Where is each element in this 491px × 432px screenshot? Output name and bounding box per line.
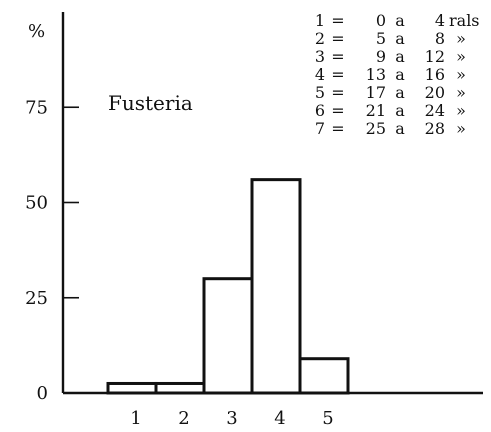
legend-eq-6: = bbox=[331, 101, 344, 120]
legend-k-7: 7 bbox=[315, 119, 325, 138]
bar-4 bbox=[250, 178, 302, 395]
legend-unit-6: » bbox=[456, 101, 466, 120]
legend-from-5: 17 bbox=[366, 83, 386, 102]
legend-eq-2: = bbox=[331, 29, 344, 48]
x-tick-label-5: 5 bbox=[322, 408, 333, 429]
legend-unit-3: » bbox=[456, 47, 466, 66]
legend-row-5: 5 = 17 a 20 » bbox=[315, 83, 466, 102]
legend-k-5: 5 bbox=[315, 83, 325, 102]
bar-2 bbox=[154, 381, 206, 395]
legend-eq-4: = bbox=[331, 65, 344, 84]
legend-from-2: 5 bbox=[376, 29, 386, 48]
legend-row-7: 7 = 25 a 28 » bbox=[315, 119, 466, 138]
legend-row-4: 4 = 13 a 16 » bbox=[315, 65, 466, 84]
legend-a-4: a bbox=[395, 65, 405, 84]
legend-eq-5: = bbox=[331, 83, 344, 102]
legend-k-3: 3 bbox=[315, 47, 325, 66]
legend-k-2: 2 bbox=[315, 29, 325, 48]
legend-a-7: a bbox=[395, 119, 405, 138]
legend-to-2: 8 bbox=[435, 29, 445, 48]
legend-to-3: 12 bbox=[425, 47, 445, 66]
x-ticks-group: 1 2 3 4 5 bbox=[130, 408, 333, 429]
x-tick-label-4: 4 bbox=[274, 408, 285, 429]
legend-unit-1: rals bbox=[449, 11, 480, 30]
legend-from-7: 25 bbox=[366, 119, 386, 138]
legend-eq-7: = bbox=[331, 119, 344, 138]
legend-unit-4: » bbox=[456, 65, 466, 84]
legend-to-7: 28 bbox=[425, 119, 445, 138]
legend-eq-1: = bbox=[331, 11, 344, 30]
bar-5 bbox=[298, 357, 350, 395]
y-tick-label-25: 25 bbox=[25, 288, 48, 309]
legend-unit-7: » bbox=[456, 119, 466, 138]
legend-from-6: 21 bbox=[366, 101, 386, 120]
y-tick-label-75: 75 bbox=[25, 97, 48, 118]
y-axis-unit-label: % bbox=[28, 21, 45, 42]
legend-unit-2: » bbox=[456, 29, 466, 48]
legend-eq-3: = bbox=[331, 47, 344, 66]
legend-to-5: 20 bbox=[425, 83, 445, 102]
legend-row-3: 3 = 9 a 12 » bbox=[315, 47, 466, 66]
legend-a-1: a bbox=[395, 11, 405, 30]
legend-from-3: 9 bbox=[376, 47, 386, 66]
legend-row-6: 6 = 21 a 24 » bbox=[315, 101, 466, 120]
y-ticks-group: 0 25 50 75 bbox=[25, 97, 79, 404]
legend-a-2: a bbox=[395, 29, 405, 48]
bar-3 bbox=[202, 277, 254, 395]
legend-row-2: 2 = 5 a 8 » bbox=[315, 29, 466, 48]
x-tick-label-1: 1 bbox=[130, 408, 141, 429]
y-tick-label-0: 0 bbox=[37, 383, 48, 404]
legend-from-4: 13 bbox=[366, 65, 386, 84]
x-tick-label-2: 2 bbox=[178, 408, 189, 429]
bar-1 bbox=[106, 381, 158, 395]
x-tick-label-3: 3 bbox=[226, 408, 237, 429]
legend-row-1: 1 = 0 a 4 rals bbox=[315, 11, 480, 30]
legend-unit-5: » bbox=[456, 83, 466, 102]
bars-group bbox=[106, 178, 350, 395]
legend-k-1: 1 bbox=[315, 11, 325, 30]
legend-to-4: 16 bbox=[425, 65, 445, 84]
legend-a-6: a bbox=[395, 101, 405, 120]
chart-annotation: Fusteria bbox=[108, 91, 193, 115]
legend-from-1: 0 bbox=[376, 11, 386, 30]
legend-to-1: 4 bbox=[435, 11, 445, 30]
legend-a-5: a bbox=[395, 83, 405, 102]
legend-to-6: 24 bbox=[425, 101, 445, 120]
legend-k-4: 4 bbox=[315, 65, 325, 84]
y-tick-label-50: 50 bbox=[25, 193, 48, 214]
legend-k-6: 6 bbox=[315, 101, 325, 120]
legend-a-3: a bbox=[395, 47, 405, 66]
